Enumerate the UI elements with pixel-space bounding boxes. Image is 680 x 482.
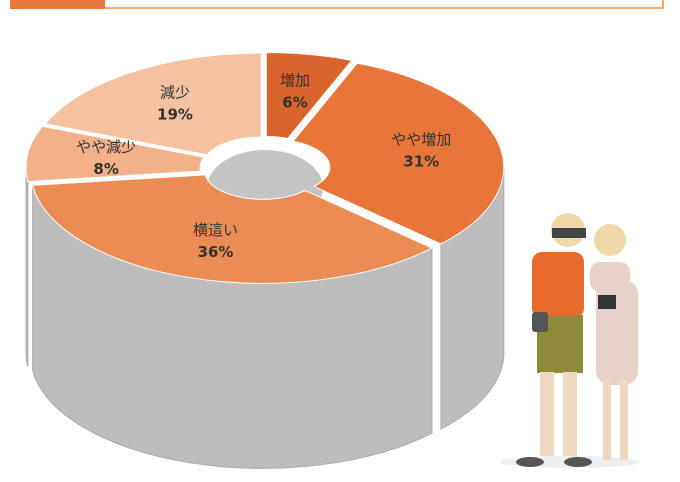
- slice-label: 増加: [280, 71, 310, 89]
- slice-label: やや減少: [76, 138, 136, 156]
- slice-value: 36%: [198, 243, 234, 261]
- slice-label: やや増加: [391, 131, 451, 149]
- slice-label: 減少: [160, 83, 190, 101]
- header-tab: [10, 0, 105, 9]
- chart: 増加 6% やや増加 31% 横這い 36% やや減少 8% 減少 19%: [0, 0, 680, 482]
- slice-value: 31%: [403, 153, 439, 171]
- slice-value: 6%: [282, 93, 307, 111]
- slice-value: 19%: [157, 105, 193, 123]
- slice-label: 横這い: [193, 221, 238, 239]
- pie-side: [26, 168, 28, 367]
- slice-value: 8%: [93, 160, 118, 178]
